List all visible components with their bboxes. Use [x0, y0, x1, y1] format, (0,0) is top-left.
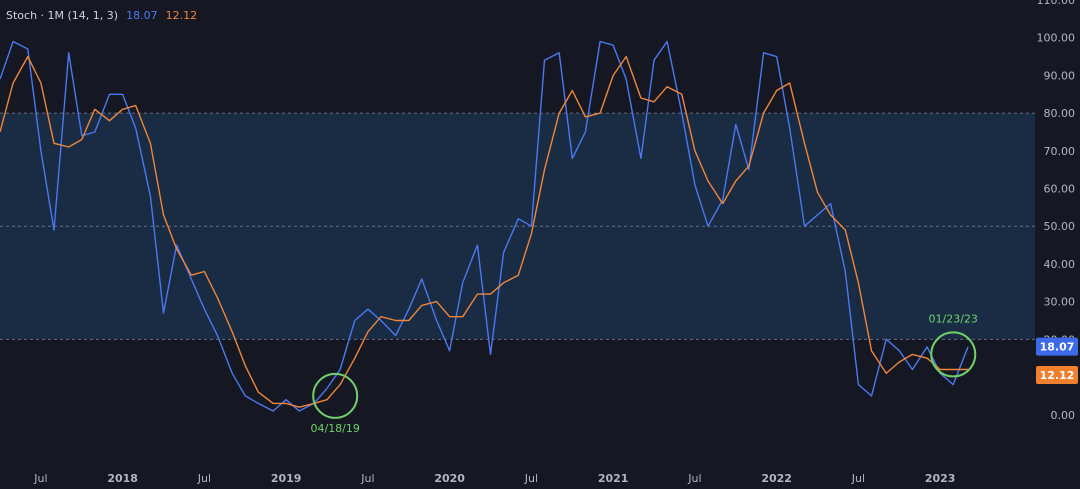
- x-tick-label: 2018: [107, 472, 138, 485]
- y-tick-label: 110.00: [1037, 0, 1076, 7]
- annotation-circle: [930, 331, 977, 378]
- indicator-legend[interactable]: Stoch · 1M (14, 1, 3) 18.07 12.12: [6, 9, 197, 22]
- stoch-k-line: [0, 40, 969, 412]
- x-tick-label: Jul: [851, 472, 865, 485]
- last-value-badge: [1036, 337, 1078, 356]
- x-tick-label: Jul: [524, 472, 538, 485]
- last-value-text: 18.07: [1040, 341, 1075, 354]
- annotation-date: 04/18/19: [310, 422, 359, 435]
- x-tick-label: Jul: [687, 472, 701, 485]
- y-tick-label: 90.00: [1044, 69, 1076, 82]
- y-tick-label: 30.00: [1044, 296, 1076, 309]
- indicator-title: Stoch · 1M (14, 1, 3): [6, 9, 118, 22]
- y-tick-label: 60.00: [1044, 183, 1076, 196]
- x-tick-label: 2019: [271, 472, 302, 485]
- last-value-text: 12.12: [1040, 369, 1075, 382]
- x-tick-label: Jul: [360, 472, 374, 485]
- x-tick-label: Jul: [33, 472, 47, 485]
- d-value: 12.12: [166, 9, 198, 22]
- last-value-badge: [1036, 366, 1078, 385]
- x-tick-label: 2020: [434, 472, 465, 485]
- x-tick-label: Jul: [197, 472, 211, 485]
- annotation-circle: [312, 372, 359, 419]
- x-tick-label: 2023: [925, 472, 956, 485]
- k-value: 18.07: [126, 9, 158, 22]
- y-tick-label: 50.00: [1044, 220, 1076, 233]
- y-tick-label: 40.00: [1044, 258, 1076, 271]
- y-tick-label: 0.00: [1051, 409, 1076, 422]
- y-tick-label: 100.00: [1037, 32, 1076, 45]
- x-tick-label: 2021: [598, 472, 629, 485]
- x-tick-label: 2022: [761, 472, 792, 485]
- y-tick-label: 70.00: [1044, 145, 1076, 158]
- annotation-date: 01/23/23: [929, 312, 978, 325]
- stoch-d-line: [0, 55, 968, 408]
- y-tick-label: 80.00: [1044, 107, 1076, 120]
